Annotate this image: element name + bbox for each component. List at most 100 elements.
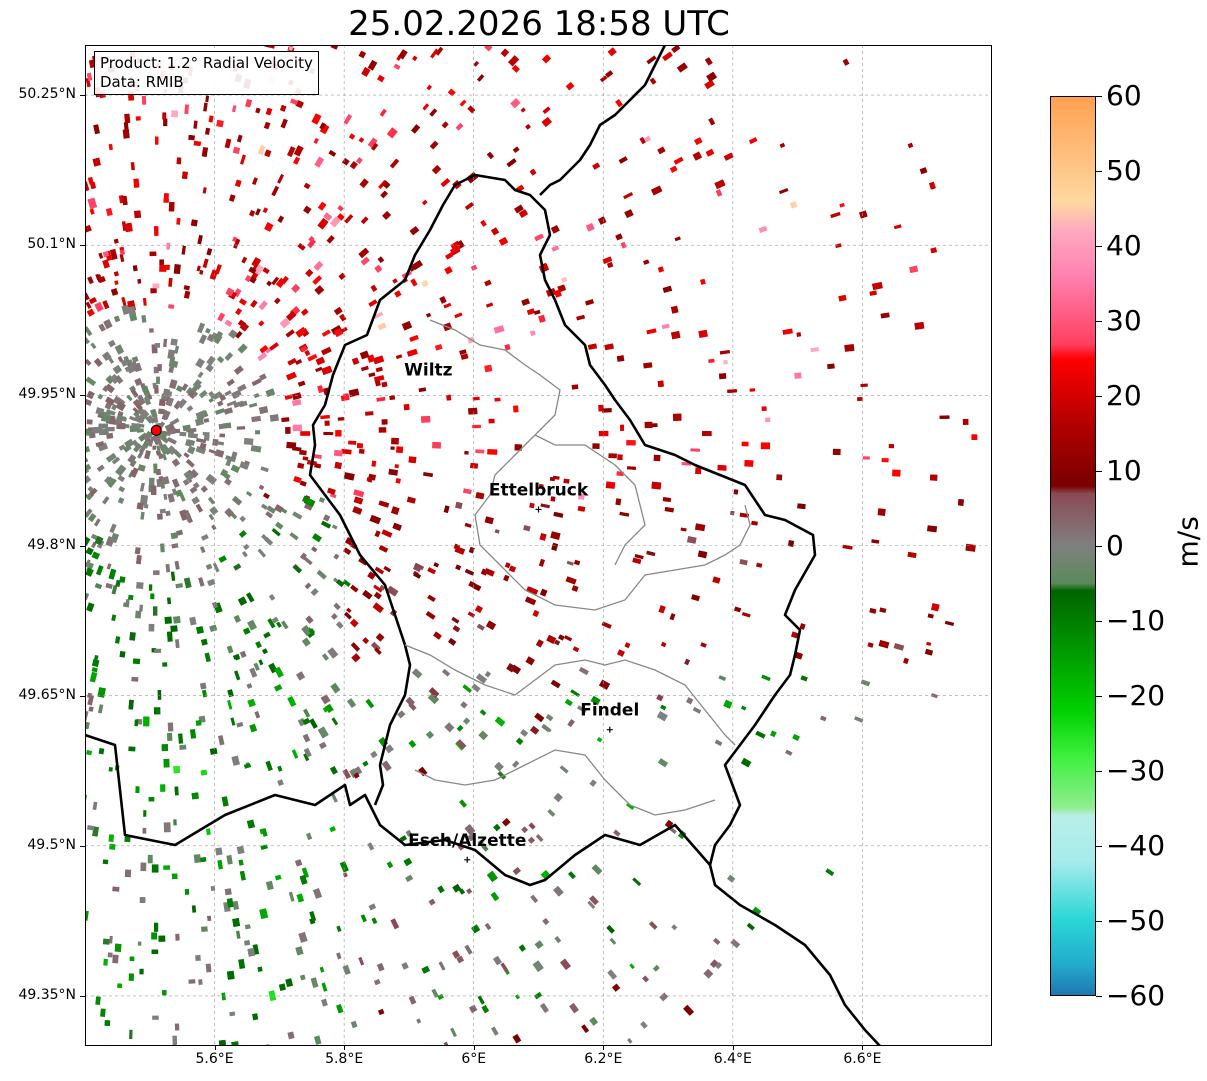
radar-echo-pixel (156, 376, 160, 384)
radar-echo-pixel (490, 891, 500, 902)
radar-echo-pixel (540, 503, 550, 509)
radar-echo-pixel (166, 264, 170, 271)
radar-echo-pixel (378, 544, 389, 553)
radar-echo-pixel (197, 322, 206, 334)
radar-echo-pixel (264, 1044, 270, 1046)
radar-echo-pixel (755, 730, 766, 739)
radar-echo-pixel (91, 551, 101, 560)
radar-echo-pixel (87, 176, 94, 185)
radar-echo-pixel (506, 663, 516, 673)
radar-echo-pixel (877, 508, 886, 516)
radar-echo-pixel (202, 432, 210, 436)
radar-echo-pixel (231, 389, 242, 399)
radar-echo-pixel (266, 505, 276, 514)
radar-echo-pixel (705, 148, 715, 157)
radar-echo-pixel (366, 477, 372, 482)
radar-echo-pixel (135, 610, 142, 619)
radar-echo-pixel (86, 308, 95, 317)
radar-echo-pixel (173, 616, 181, 624)
radar-echo-pixel (778, 187, 789, 195)
radar-echo-pixel (553, 289, 562, 298)
radar-echo-pixel (109, 373, 120, 385)
radar-echo-pixel (158, 935, 166, 942)
radar-echo-pixel (235, 307, 243, 316)
radar-echo-pixel (291, 392, 302, 401)
longitude-tick-label: 5.6°E (195, 1051, 234, 1067)
radar-echo-pixel (85, 794, 88, 801)
radar-echo-pixel (700, 642, 707, 648)
radar-map[interactable]: Wiltz Ettelbruck Findel Esch/Alzette (85, 45, 992, 1046)
radar-echo-pixel (421, 965, 430, 974)
radar-echo-pixel (336, 579, 345, 588)
radar-echo-pixel (221, 796, 229, 807)
radar-echo-pixel (576, 705, 587, 714)
radar-echo-pixel (535, 639, 544, 648)
radar-echo-pixel (167, 493, 175, 503)
radar-echo-pixel (411, 124, 421, 134)
radar-echo-pixel (118, 444, 126, 451)
radar-echo-pixel (761, 406, 767, 411)
radar-echo-pixel (148, 797, 155, 802)
radar-echo-pixel (608, 453, 617, 459)
radar-echo-pixel (704, 79, 715, 90)
radar-echo-pixel (108, 834, 115, 842)
radar-echo-pixel (381, 180, 391, 189)
radar-echo-pixel (105, 476, 115, 486)
radar-echo-pixel (602, 256, 613, 264)
radar-echo-pixel (103, 319, 113, 330)
radar-echo-pixel (94, 535, 104, 546)
radar-echo-pixel (176, 157, 182, 165)
city-label: Esch/Alzette (408, 831, 526, 851)
radar-echo-pixel (198, 979, 203, 986)
radar-echo-pixel (587, 343, 597, 350)
radar-echo-pixel (538, 558, 545, 567)
radar-echo-pixel (598, 679, 611, 690)
radar-echo-pixel (596, 737, 603, 743)
radar-echo-pixel (232, 900, 239, 910)
radar-echo-pixel (405, 874, 414, 883)
radar-echo-pixel (611, 983, 621, 992)
radar-echo-pixel (185, 458, 195, 468)
radar-echo-pixel (362, 590, 373, 600)
radar-echo-pixel (214, 449, 225, 458)
radar-echo-pixel (320, 520, 332, 529)
radar-echo-pixel (751, 520, 758, 526)
radar-echo-pixel (534, 712, 545, 723)
radar-echo-pixel (371, 142, 379, 151)
radar-echo-pixel (322, 514, 331, 522)
radar-echo-pixel (408, 739, 417, 748)
radar-echo-pixel (236, 181, 242, 187)
radar-echo-pixel (85, 181, 90, 192)
radar-echo-pixel (733, 489, 739, 495)
radar-echo-pixel (534, 233, 544, 242)
radar-echo-pixel (381, 760, 392, 772)
radar-echo-pixel (592, 443, 600, 449)
radar-echo-pixel (329, 493, 337, 499)
radar-echo-pixel (484, 279, 492, 287)
radar-echo-pixel (485, 620, 497, 631)
radar-echo-pixel (196, 626, 204, 634)
radar-echo-pixel (697, 550, 708, 559)
radar-echo-pixel (116, 422, 126, 430)
radar-echo-pixel (184, 104, 190, 115)
radar-echo-pixel (243, 763, 252, 769)
radar-echo-pixel (659, 992, 669, 1002)
radar-echo-pixel (305, 268, 314, 278)
radar-echo-pixel (91, 659, 100, 668)
radar-echo-pixel (661, 323, 670, 330)
radar-echo-pixel (451, 616, 460, 624)
radar-echo-pixel (127, 366, 136, 374)
radar-echo-pixel (313, 137, 319, 144)
radar-echo-pixel (286, 441, 297, 449)
radar-echo-pixel (741, 612, 751, 618)
radar-echo-pixel (303, 708, 311, 718)
radar-echo-pixel (445, 252, 454, 260)
radar-echo-pixel (305, 832, 313, 841)
radar-echo-pixel (616, 355, 625, 362)
radar-echo-pixel (926, 641, 932, 646)
radar-echo-pixel (246, 819, 256, 829)
radar-echo-pixel (175, 385, 184, 393)
radar-echo-pixel (336, 952, 342, 960)
radar-echo-pixel (183, 290, 191, 299)
radar-echo-pixel (838, 294, 847, 302)
